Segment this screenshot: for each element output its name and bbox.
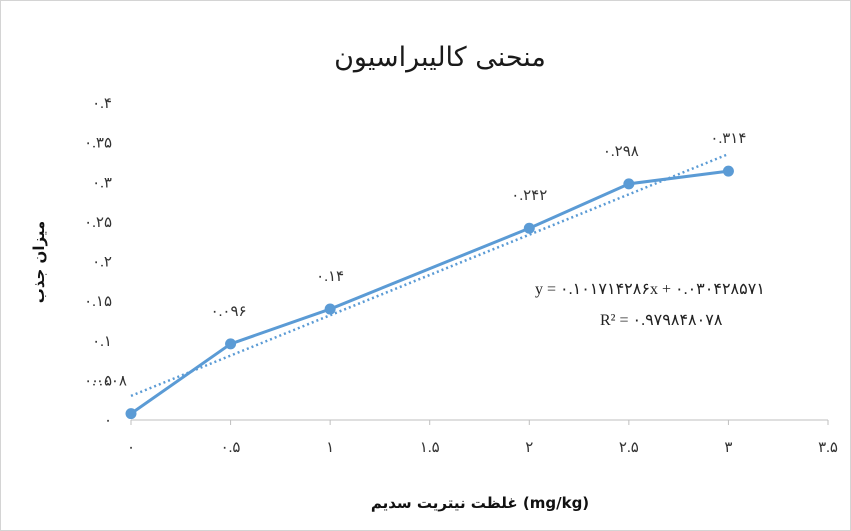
data-series [125,165,734,420]
y-tick-label: ۰.۴ [92,96,112,112]
data-point [623,178,635,190]
trendline-line [130,152,729,398]
y-tick-label: ۰.۳۵ [84,136,112,152]
r-squared-label: R² = ۰.۹۷۹۸۴۸۰۷۸ [600,312,723,329]
x-axis-title: غلظت نیتریت سدیم (mg/kg) [371,494,589,512]
y-tick-label: ۰.۱۵ [84,294,112,310]
x-tick-label: ۳.۵ [818,440,838,456]
x-tick-label: ۳ [724,440,732,456]
trendline-equation: y = ۰.۱۰۱۷۱۴۲۸۶x + ۰.۰۳۰۴۲۸۵۷۱ [535,281,765,298]
data-label: ۰.۲۹۸ [603,144,639,160]
data-label: ۰.۰۰۸ [91,374,127,390]
data-point [125,408,137,420]
data-label: ۰.۱۴ [316,269,344,285]
y-tick-label: ۰.۰۵ [84,373,112,389]
x-axis-ticks: ۰ ۰.۵ ۱ ۱.۵ ۲ ۲.۵ ۳ ۳.۵ [127,440,838,456]
y-tick-label: ۰.۲ [92,255,112,271]
trendline [130,152,729,398]
data-point [324,303,336,315]
data-label: ۰.۰۹۶ [211,304,247,320]
x-tick-label: ۰ [127,440,135,456]
y-axis-title: میزان جذب [30,221,48,303]
series-line [130,169,729,415]
data-label: ۰.۳۱۴ [710,131,746,147]
x-tick-label: ۰.۵ [221,440,241,456]
data-point [225,338,237,350]
x-tick-label: ۲ [525,440,533,456]
x-tick-label: ۱.۵ [420,440,440,456]
x-axis [130,419,829,425]
y-tick-label: ۰ [104,413,112,429]
x-tick-label: ۱ [326,440,334,456]
y-tick-label: ۰.۱ [92,334,112,350]
data-label: ۰.۲۴۲ [511,188,547,204]
y-axis-ticks: ۰ ۰.۰۵ ۰.۱ ۰.۱۵ ۰.۲ ۰.۲۵ ۰.۳ ۰.۳۵ ۰.۴ [84,96,112,429]
data-point [523,222,535,234]
y-tick-label: ۰.۲۵ [84,215,112,231]
data-labels: ۰.۰۰۸ ۰.۰۹۶ ۰.۱۴ ۰.۲۴۲ ۰.۲۹۸ ۰.۳۱۴ [91,131,746,390]
x-tick-label: ۲.۵ [619,440,639,456]
data-point [722,165,734,177]
y-tick-label: ۰.۳ [92,175,112,191]
chart-title: منحنی کالیبراسیون [334,42,546,73]
